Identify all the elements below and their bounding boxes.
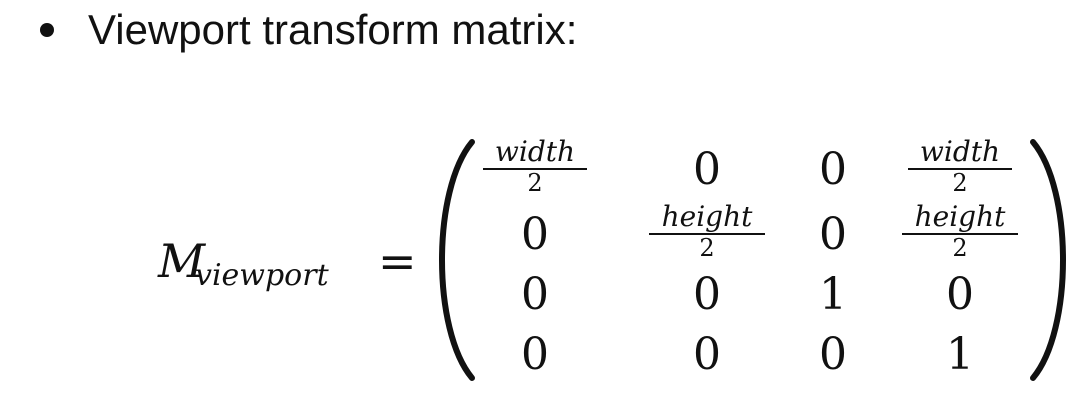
matrix-cell-value: 0 [946, 269, 974, 320]
right-paren-icon [1030, 139, 1066, 381]
matrix-cell-value: 0 [521, 269, 549, 320]
matrix-cell-denominator: 2 [699, 234, 714, 262]
matrix-cell-numerator: width [495, 135, 575, 168]
matrix-cell-numerator: width [920, 135, 1000, 168]
matrix-cell-value: 0 [819, 144, 847, 195]
matrix-cell-value: 0 [819, 209, 847, 260]
matrix-cell-numerator: height [662, 200, 754, 233]
matrix-cell-value: 0 [693, 269, 721, 320]
matrix-cell-value: 1 [819, 269, 847, 320]
matrix-cell-value: 0 [521, 329, 549, 380]
equals-sign: = [378, 234, 417, 288]
matrix-cell-numerator: height [915, 200, 1007, 233]
left-paren-icon [439, 139, 475, 381]
matrix-cell-value: 0 [693, 144, 721, 195]
matrix-cell-value: 0 [819, 329, 847, 380]
bullet-dot-icon [40, 23, 54, 37]
lhs-subscript: viewport [195, 258, 330, 293]
lhs-symbol: M [157, 234, 207, 288]
bullet-text: Viewport transform matrix: [88, 6, 578, 53]
matrix-cell-denominator: 2 [952, 234, 967, 262]
matrix-cell-value: 0 [521, 209, 549, 260]
bullet-item: Viewport transform matrix: [38, 2, 577, 58]
matrix-cell-denominator: 2 [952, 169, 967, 197]
matrix-cell-value: 1 [946, 329, 974, 380]
matrix-cell-denominator: 2 [527, 169, 542, 197]
matrix-cell-value: 0 [693, 329, 721, 380]
